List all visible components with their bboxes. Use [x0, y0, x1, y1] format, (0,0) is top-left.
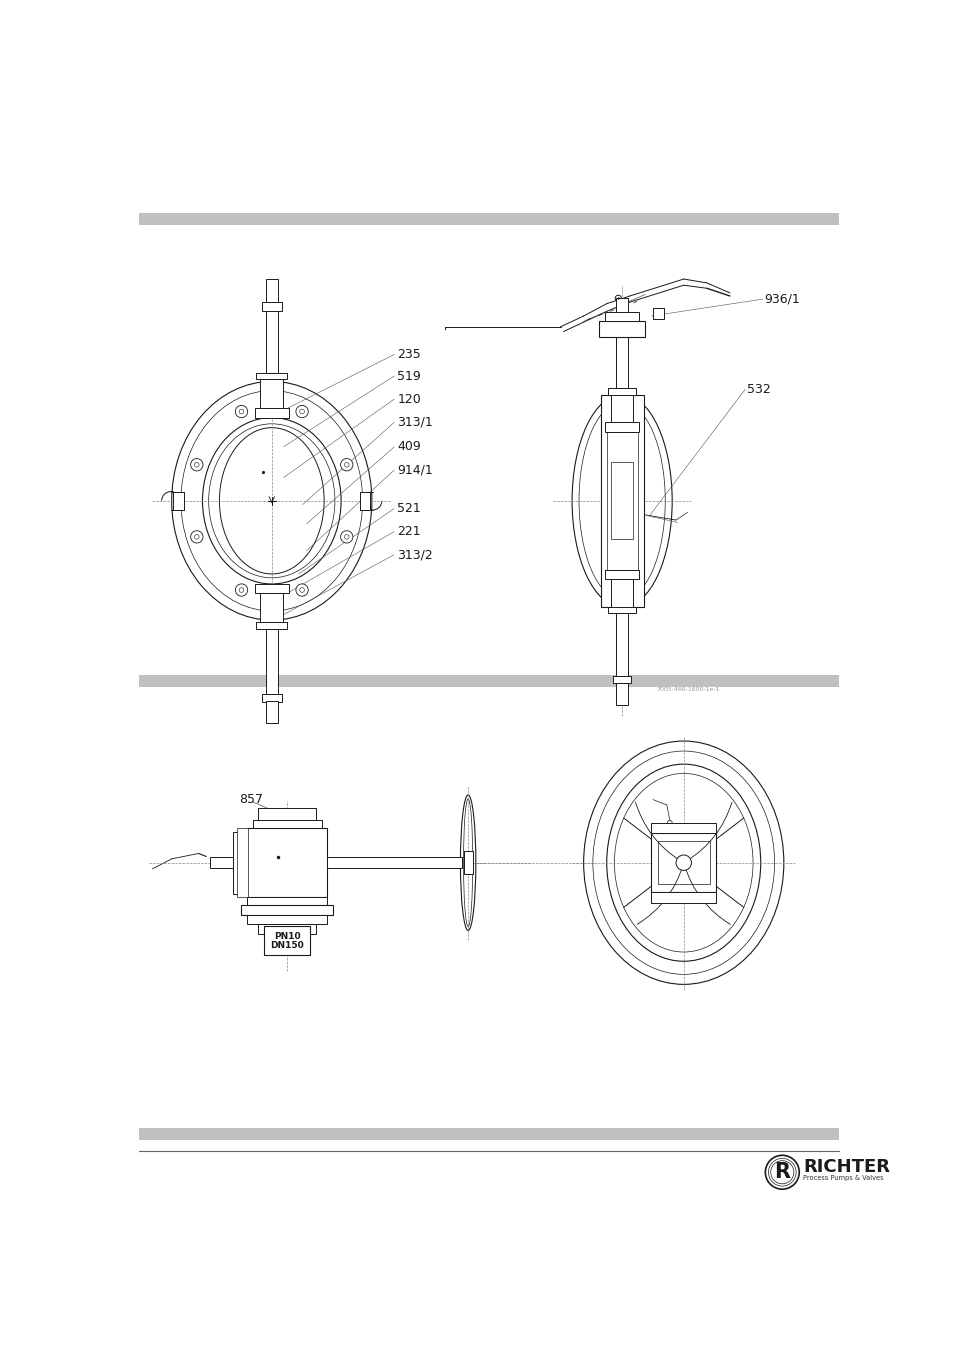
Bar	[608, 389, 636, 394]
Bar	[616, 683, 628, 705]
Bar	[616, 613, 628, 676]
Text: 857: 857	[239, 792, 263, 806]
Bar	[616, 298, 628, 320]
Bar	[138, 675, 839, 687]
Bar	[173, 491, 184, 510]
Bar	[138, 1127, 839, 1139]
Circle shape	[299, 587, 304, 593]
Text: 7005-466-1600-1e-1: 7005-466-1600-1e-1	[656, 687, 720, 693]
Bar	[256, 622, 287, 629]
Bar	[611, 393, 632, 423]
Bar	[138, 213, 839, 225]
Text: 120: 120	[396, 393, 420, 405]
Bar	[260, 593, 283, 624]
Circle shape	[340, 531, 353, 543]
Circle shape	[340, 459, 353, 471]
Bar	[265, 701, 277, 722]
Text: 519: 519	[396, 370, 420, 382]
Circle shape	[764, 1156, 799, 1189]
Text: RICHTER: RICHTER	[802, 1158, 889, 1176]
Bar	[604, 423, 639, 432]
Bar	[651, 833, 716, 892]
Text: 313/2: 313/2	[396, 548, 433, 562]
Text: 409: 409	[396, 440, 420, 454]
Bar	[261, 302, 281, 312]
Bar	[247, 898, 327, 904]
Circle shape	[344, 463, 349, 467]
Bar	[652, 308, 663, 319]
Bar	[261, 694, 281, 702]
Bar	[265, 308, 277, 373]
Text: 313/1: 313/1	[396, 416, 433, 429]
Text: R: R	[774, 1162, 789, 1183]
Circle shape	[191, 459, 203, 471]
Bar	[264, 926, 310, 954]
Text: 235: 235	[396, 348, 420, 360]
Text: 532: 532	[746, 382, 770, 396]
Bar	[612, 675, 631, 683]
Bar	[598, 321, 644, 336]
Bar	[260, 378, 283, 409]
Bar	[233, 832, 247, 894]
Circle shape	[344, 535, 349, 539]
Bar	[611, 579, 632, 609]
Bar	[254, 409, 289, 417]
Bar	[606, 432, 637, 570]
Text: Process Pumps & Valves: Process Pumps & Valves	[802, 1176, 882, 1181]
Bar	[608, 608, 636, 613]
Circle shape	[235, 585, 248, 597]
Bar	[463, 850, 473, 875]
Circle shape	[194, 535, 199, 539]
Bar	[651, 822, 716, 833]
Text: DN150: DN150	[270, 941, 304, 950]
Circle shape	[235, 405, 248, 417]
Bar	[257, 809, 316, 821]
Text: PN10: PN10	[274, 931, 300, 941]
Bar	[256, 373, 287, 379]
Bar	[600, 394, 643, 608]
Bar	[604, 312, 639, 321]
Circle shape	[194, 463, 199, 467]
Bar	[616, 325, 628, 389]
Bar	[247, 915, 327, 925]
Bar	[247, 828, 327, 898]
Circle shape	[191, 531, 203, 543]
Bar	[612, 320, 631, 328]
Bar	[253, 821, 321, 828]
Bar	[210, 857, 233, 868]
Bar	[604, 570, 639, 579]
Bar	[265, 279, 277, 302]
Circle shape	[239, 587, 244, 593]
Circle shape	[295, 405, 308, 417]
Circle shape	[239, 409, 244, 414]
Bar	[265, 629, 277, 694]
Circle shape	[295, 585, 308, 597]
Text: 936/1: 936/1	[763, 293, 800, 305]
Bar	[359, 491, 370, 510]
Text: 914/1: 914/1	[396, 463, 433, 477]
Bar	[254, 585, 289, 593]
Bar	[237, 828, 248, 898]
Text: 521: 521	[396, 502, 420, 514]
Circle shape	[676, 855, 691, 871]
Circle shape	[299, 409, 304, 414]
Bar	[611, 462, 632, 539]
Text: 221: 221	[396, 525, 420, 539]
Circle shape	[770, 1161, 793, 1184]
Bar	[257, 925, 316, 934]
Circle shape	[767, 1158, 796, 1187]
Bar	[241, 904, 333, 915]
Bar	[327, 857, 461, 868]
Bar	[657, 841, 709, 884]
Bar	[651, 892, 716, 903]
